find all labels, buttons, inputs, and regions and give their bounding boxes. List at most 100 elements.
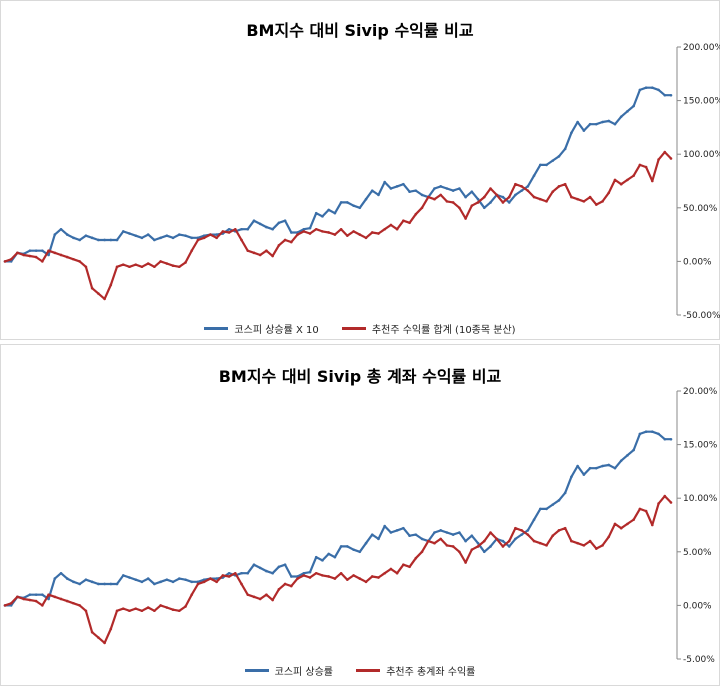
data-point-kospi (252, 563, 256, 566)
y-tick-label: 20.00% (683, 387, 718, 397)
data-point-kospi (507, 201, 511, 204)
data-point-portfolio (451, 201, 455, 204)
data-point-portfolio (657, 158, 660, 161)
data-point-kospi (638, 88, 642, 92)
data-point-portfolio (258, 597, 262, 601)
data-point-kospi (489, 201, 492, 204)
data-point-kospi (526, 185, 530, 188)
data-point-portfolio (563, 526, 567, 530)
data-point-portfolio (265, 249, 268, 252)
data-point-portfolio (402, 563, 405, 566)
data-point-portfolio (233, 571, 237, 575)
data-point-portfolio (445, 544, 449, 547)
data-point-kospi (595, 466, 598, 470)
series-line-kospi (5, 86, 671, 263)
data-point-portfolio (165, 262, 169, 265)
data-point-kospi (651, 86, 654, 90)
data-point-portfolio (327, 575, 330, 578)
data-point-kospi (196, 236, 200, 240)
data-point-kospi (551, 503, 555, 506)
data-point-kospi (607, 119, 611, 123)
data-point-kospi (184, 234, 187, 237)
data-point-portfolio (576, 541, 579, 545)
data-point-kospi (657, 88, 660, 92)
data-point-portfolio (389, 223, 393, 227)
data-point-kospi (184, 578, 187, 581)
data-point-kospi (514, 537, 517, 541)
data-point-portfolio (595, 203, 598, 206)
series-line-kospi (5, 430, 671, 607)
data-point-portfolio (202, 236, 206, 240)
data-point-kospi (520, 189, 523, 192)
data-point-kospi (526, 529, 530, 532)
data-point-portfolio (308, 232, 312, 235)
y-tick-label: 15.00% (683, 441, 718, 451)
data-point-kospi (644, 86, 648, 90)
data-point-kospi (190, 236, 194, 240)
data-point-portfolio (514, 526, 517, 530)
data-point-portfolio (638, 163, 642, 167)
data-point-portfolio (582, 544, 586, 547)
data-point-kospi (314, 211, 318, 215)
data-point-portfolio (570, 539, 573, 543)
y-tick-label: 50.00% (683, 204, 718, 214)
data-point-portfolio (557, 185, 561, 188)
data-point-portfolio (644, 509, 648, 513)
data-point-portfolio (103, 297, 106, 301)
data-point-portfolio (78, 604, 81, 607)
data-point-portfolio (470, 204, 474, 207)
data-point-portfolio (16, 595, 19, 599)
data-point-kospi (389, 187, 393, 190)
data-point-portfolio (53, 595, 57, 599)
data-point-portfolio (233, 227, 237, 231)
data-point-kospi (657, 432, 660, 436)
data-point-portfolio (109, 283, 113, 287)
data-point-kospi (215, 233, 218, 236)
data-point-portfolio (389, 567, 393, 571)
data-point-portfolio (495, 537, 499, 541)
data-point-kospi (134, 234, 138, 237)
data-point-kospi (532, 518, 536, 521)
data-point-kospi (327, 208, 330, 212)
data-point-kospi (171, 580, 175, 584)
data-point-kospi (626, 110, 629, 113)
data-point-kospi (90, 580, 94, 584)
data-point-portfolio (258, 253, 262, 257)
data-point-kospi (638, 432, 642, 436)
data-point-kospi (601, 120, 604, 124)
data-point-kospi (65, 577, 69, 580)
data-point-portfolio (346, 234, 349, 237)
data-point-portfolio (3, 604, 7, 607)
data-point-kospi (115, 582, 119, 586)
data-point-kospi (47, 253, 50, 257)
data-point-portfolio (252, 251, 256, 255)
data-point-kospi (470, 190, 474, 194)
data-point-kospi (557, 155, 561, 158)
data-point-kospi (545, 163, 548, 167)
chart-title: BM지수 대비 Sivip 총 계좌 수익률 비교 (218, 367, 502, 386)
data-point-portfolio (283, 582, 287, 586)
data-point-portfolio (97, 636, 100, 639)
data-point-portfolio (464, 217, 467, 220)
data-point-portfolio (34, 255, 38, 259)
data-point-kospi (78, 238, 81, 242)
data-point-kospi (165, 234, 169, 237)
data-point-portfolio (277, 588, 281, 591)
data-point-portfolio (184, 605, 187, 608)
data-point-portfolio (240, 582, 243, 586)
data-point-portfolio (582, 200, 586, 203)
data-point-kospi (9, 604, 13, 607)
data-point-portfolio (165, 606, 169, 609)
data-point-kospi (588, 466, 592, 470)
data-point-kospi (439, 529, 443, 532)
data-point-portfolio (47, 593, 50, 596)
series-line-portfolio (4, 495, 672, 644)
data-point-kospi (632, 104, 635, 108)
data-point-portfolio (632, 174, 635, 177)
data-point-kospi (582, 473, 586, 476)
data-point-kospi (619, 459, 623, 462)
data-point-kospi (153, 582, 156, 586)
data-point-kospi (265, 569, 268, 573)
data-point-kospi (520, 533, 523, 536)
data-point-portfolio (22, 253, 25, 257)
